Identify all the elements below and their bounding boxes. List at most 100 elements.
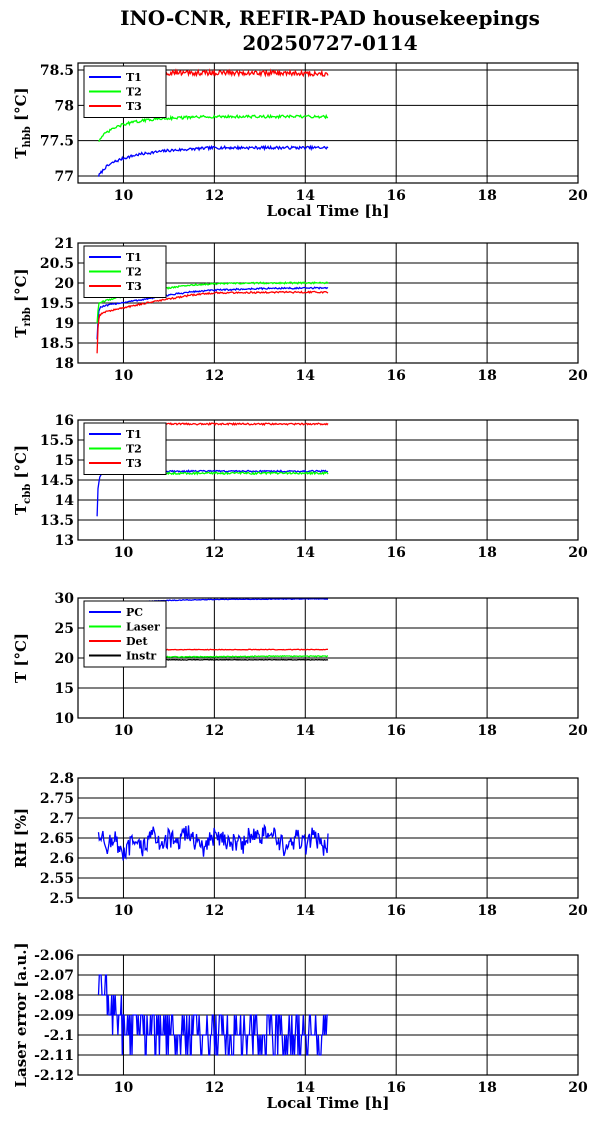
legend-label: T1 [126, 251, 142, 264]
x-tick-label: 14 [296, 188, 316, 204]
y-tick-label: 10 [55, 711, 75, 727]
y-tick-label: 14.5 [40, 473, 74, 489]
legend-label: T1 [126, 428, 142, 441]
y-axis-label: Tcbb [°C] [12, 445, 33, 515]
series-line-data [97, 823, 329, 861]
y-tick-label: -2.1 [44, 1028, 74, 1044]
y-axis-label-main: T [12, 671, 30, 683]
y-axis-label: Thbb [°C] [12, 87, 33, 158]
x-tick-label: 20 [568, 903, 588, 919]
x-tick-label: 18 [477, 368, 496, 384]
y-tick-label: 13 [55, 533, 74, 549]
plot-frame [77, 62, 579, 184]
x-tick-label: 12 [205, 903, 224, 919]
y-tick-label: 2.6 [50, 851, 74, 867]
y-tick-label: 21 [55, 236, 74, 252]
y-tick-label: 2.7 [50, 811, 74, 827]
legend-label: Det [126, 635, 149, 648]
y-tick-label: -2.12 [34, 1068, 74, 1084]
x-axis-label: Local Time [h] [267, 202, 390, 220]
y-tick-label: 2.75 [40, 791, 74, 807]
x-tick-label: 18 [477, 188, 496, 204]
panel-1: 10 12 14 16 18 20 77 77.5 78 78.5 Thbb [°C] Local T… [12, 62, 588, 220]
x-tick-label: 18 [477, 1080, 496, 1096]
x-tick-label: 14 [296, 368, 316, 384]
x-tick-label: 10 [114, 368, 134, 384]
x-tick-label: 10 [114, 723, 134, 739]
x-tick-label: 12 [205, 368, 224, 384]
y-tick-label: -2.09 [34, 1008, 74, 1024]
x-tick-label: 18 [477, 545, 496, 561]
x-tick-label: 20 [568, 188, 588, 204]
y-tick-label: 14 [55, 493, 75, 509]
x-tick-label: 14 [296, 1080, 316, 1096]
legend-label: T2 [126, 266, 142, 279]
panel-2: 10 12 14 16 18 20 18 18.5 19 19.5 20 20.5 21 Trbb [°C… [12, 236, 588, 384]
y-tick-label: 18 [55, 356, 74, 372]
legend-label: Instr [126, 650, 156, 663]
y-tick-label: -2.06 [34, 948, 74, 964]
y-axis-label: T [°C] [12, 633, 30, 683]
x-tick-label: 16 [386, 188, 405, 204]
panels-container: 10 12 14 16 18 20 77 77.5 78 78.5 Thbb [°C] Local T… [12, 62, 588, 1112]
legend-label: T1 [126, 71, 142, 84]
x-tick-label: 10 [114, 188, 134, 204]
series-line-t1 [96, 469, 329, 517]
y-tick-label: 2.5 [50, 891, 74, 907]
plot-frame [77, 242, 579, 364]
y-tick-label: -2.08 [34, 988, 74, 1004]
y-axis-label-subscript: hbb [22, 126, 33, 147]
y-axis-label-unit: [°C] [12, 87, 30, 126]
y-axis-label-main: Laser error [a.u.] [12, 942, 30, 1087]
y-tick-label: 2.8 [50, 771, 74, 787]
legend-label: T3 [126, 280, 142, 293]
y-axis-label-main: T [12, 326, 30, 338]
y-axis-label-unit: [°C] [12, 268, 30, 307]
x-tick-label: 12 [205, 188, 224, 204]
y-tick-label: 15 [55, 453, 74, 469]
y-tick-label: 25 [55, 621, 74, 637]
x-tick-label: 10 [114, 903, 134, 919]
series-line-data [97, 974, 328, 1056]
y-tick-label: 19.5 [40, 296, 74, 312]
x-tick-label: 14 [296, 723, 316, 739]
x-tick-label: 16 [386, 723, 405, 739]
x-tick-label: 16 [386, 368, 405, 384]
y-tick-label: 2.65 [40, 831, 74, 847]
y-axis-label-unit: [°C] [12, 445, 30, 484]
x-tick-label: 14 [296, 545, 316, 561]
plot-frame [77, 777, 579, 899]
y-axis-label: Trbb [°C] [12, 268, 33, 337]
plot-frame [77, 597, 579, 719]
x-tick-label: 18 [477, 903, 496, 919]
series-line-t1 [96, 286, 329, 340]
x-tick-label: 20 [568, 545, 588, 561]
y-axis-label: RH [%] [12, 808, 30, 868]
y-tick-label: 30 [55, 591, 75, 607]
panel-3: 10 12 14 16 18 20 13 13.5 14 14.5 15 15.5 16 Tcbb [°C… [12, 413, 588, 561]
legend-label: T2 [126, 443, 142, 456]
legend-label: PC [126, 606, 143, 619]
series-line-t2 [98, 113, 329, 142]
x-tick-label: 12 [205, 1080, 224, 1096]
y-tick-label: -2.11 [34, 1048, 74, 1064]
y-tick-label: 78.5 [40, 63, 74, 79]
x-tick-label: 12 [205, 723, 224, 739]
figure-title-line1: INO-CNR, REFIR-PAD housekeepings [120, 6, 540, 30]
y-axis-label: Laser error [a.u.] [12, 942, 30, 1087]
y-axis-label-main: T [12, 503, 30, 515]
x-tick-label: 16 [386, 903, 405, 919]
legend-label: T3 [126, 100, 142, 113]
series-line-t1 [97, 144, 329, 177]
x-axis-label: Local Time [h] [267, 1094, 390, 1112]
legend-label: T3 [126, 457, 142, 470]
x-tick-label: 12 [205, 545, 224, 561]
y-tick-label: 77.5 [40, 134, 74, 150]
y-tick-label: 15.5 [40, 433, 74, 449]
x-tick-label: 16 [386, 1080, 405, 1096]
